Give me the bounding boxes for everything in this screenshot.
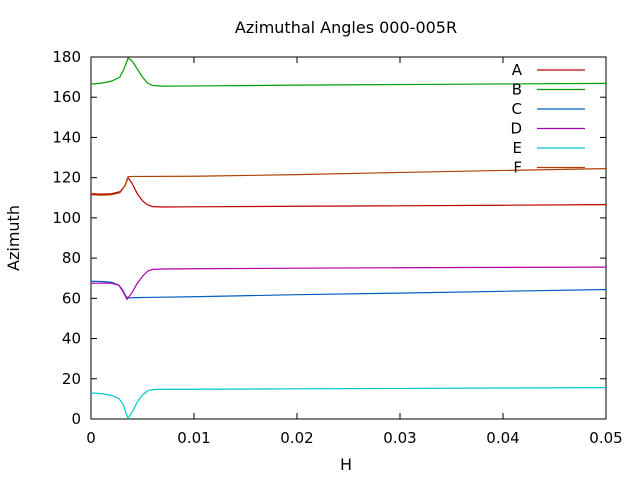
y-tick-label: 80 (62, 249, 81, 267)
legend-label: A (512, 61, 523, 79)
legend-entry-a: A (512, 61, 585, 79)
y-tick-label: 100 (52, 209, 81, 227)
y-tick-labels: 0 20 40 60 80 100 120 140 160 180 (52, 48, 81, 428)
legend-label: D (510, 120, 522, 138)
legend-label: C (512, 100, 522, 118)
legend-entry-f: F (513, 159, 585, 177)
y-tick-label: 160 (52, 88, 81, 106)
legend-label: F (513, 159, 522, 177)
chart-title: Azimuthal Angles 000-005R (235, 18, 457, 37)
y-tick-label: 0 (71, 410, 81, 428)
legend-entry-e: E (513, 139, 585, 157)
y-tick-label: 20 (62, 370, 81, 388)
series-line-f (90, 168, 607, 196)
series-line-b (90, 57, 607, 87)
y-tick-label: 140 (52, 128, 81, 146)
y-tick-label: 120 (52, 169, 81, 187)
x-tick-label: 0.03 (383, 429, 416, 447)
x-tick-label: 0.01 (177, 429, 210, 447)
x-tick-label: 0.05 (589, 429, 622, 447)
y-tick-label: 40 (62, 330, 81, 348)
series-lines (90, 57, 607, 420)
series-line-d (90, 266, 607, 301)
x-tick-labels: 0 0.01 0.02 0.03 0.04 0.05 (86, 429, 622, 447)
plot-area-border (90, 56, 607, 420)
legend-label: B (512, 81, 522, 99)
legend-entry-b: B (512, 81, 585, 99)
series-line-e (90, 387, 607, 420)
x-tick-label: 0.02 (280, 429, 313, 447)
legend-entry-c: C (512, 100, 585, 118)
axis-ticks (90, 56, 607, 420)
legend-label: E (513, 139, 522, 157)
y-axis-label: Azimuth (4, 205, 23, 271)
series-line-a (90, 176, 607, 208)
x-tick-label: 0 (86, 429, 96, 447)
y-tick-label: 60 (62, 289, 81, 307)
y-tick-label: 180 (52, 48, 81, 66)
x-tick-label: 0.04 (486, 429, 519, 447)
x-axis-label: H (340, 455, 352, 474)
legend-entry-d: D (510, 120, 585, 138)
series-line-c (90, 280, 607, 299)
